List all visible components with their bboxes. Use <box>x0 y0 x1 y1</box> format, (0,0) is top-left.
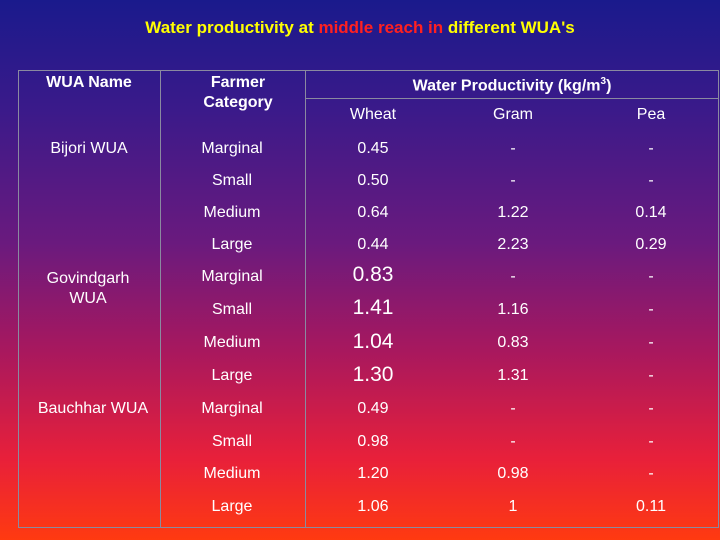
header-pea: Pea <box>636 106 666 123</box>
row-category: Marginal <box>201 400 263 417</box>
row-pea: - <box>648 433 654 450</box>
wua-name-bauchhar: Bauchhar WUA <box>37 400 149 417</box>
header-water-productivity-close: ) <box>606 77 612 95</box>
header-divider <box>305 98 719 99</box>
row-pea: - <box>648 465 654 482</box>
row-wheat: 0.45 <box>357 140 389 157</box>
header-water-productivity-exponent: 3 <box>600 76 607 87</box>
row-wheat: 1.06 <box>357 498 389 515</box>
header-wheat: Wheat <box>349 106 397 123</box>
header-water-productivity: Water Productivity (kg/m3) <box>305 72 719 96</box>
title-part-3: different WUA's <box>443 18 575 37</box>
page-title: Water productivity at middle reach in di… <box>0 18 720 38</box>
row-pea: - <box>648 400 654 417</box>
header-farmer-category: Farmer Category <box>203 74 273 111</box>
table-border-left <box>18 70 19 528</box>
row-gram: 0.83 <box>497 334 529 351</box>
row-gram: 0.98 <box>497 465 529 482</box>
header-gram: Gram <box>493 106 533 123</box>
row-wheat: 0.64 <box>357 204 389 221</box>
row-category: Small <box>211 172 252 189</box>
row-gram: 1.22 <box>497 204 529 221</box>
row-category: Medium <box>203 204 261 221</box>
wua-name-govindgarh: Govindgarh WUA <box>46 270 130 307</box>
column-divider-2 <box>305 70 306 528</box>
column-divider-1 <box>160 70 161 528</box>
row-gram: - <box>510 172 516 189</box>
row-pea: 0.11 <box>636 498 666 515</box>
row-pea: - <box>648 367 654 384</box>
row-category: Medium <box>203 334 261 351</box>
header-water-productivity-label: Water Productivity (kg/m <box>412 77 601 95</box>
row-wheat: 0.44 <box>357 236 389 253</box>
table-border-top <box>18 70 719 71</box>
row-category: Large <box>211 498 253 515</box>
row-category: Small <box>211 433 252 450</box>
table-border-bottom <box>18 527 719 528</box>
row-pea: - <box>648 140 654 157</box>
row-wheat: 0.50 <box>357 172 389 189</box>
header-wua-name: WUA Name <box>46 74 132 91</box>
title-highlight: middle reach in <box>318 18 444 37</box>
table-border-right <box>718 70 719 528</box>
row-pea: - <box>648 268 654 285</box>
row-wheat: 0.49 <box>357 400 389 417</box>
row-gram: - <box>510 433 516 450</box>
row-pea: - <box>648 334 654 351</box>
row-wheat: 1.30 <box>352 363 394 386</box>
row-category: Marginal <box>201 268 263 285</box>
row-gram: - <box>510 400 516 417</box>
row-gram: - <box>510 140 516 157</box>
row-gram: 2.23 <box>497 236 529 253</box>
row-gram: 1 <box>508 498 518 515</box>
row-category: Large <box>211 367 253 384</box>
row-pea: - <box>648 301 654 318</box>
productivity-table: WUA Name Farmer Category Water Productiv… <box>18 70 720 528</box>
title-part-1: Water productivity at <box>145 18 319 37</box>
row-wheat: 0.83 <box>352 263 394 286</box>
row-gram: - <box>510 268 516 285</box>
row-pea: - <box>648 172 654 189</box>
row-category: Marginal <box>201 140 263 157</box>
wua-name-bijori: Bijori WUA <box>50 140 128 157</box>
row-wheat: 1.04 <box>352 330 394 353</box>
row-category: Small <box>211 301 252 318</box>
row-category: Medium <box>203 465 261 482</box>
row-wheat: 0.98 <box>357 433 389 450</box>
row-wheat: 1.20 <box>357 465 389 482</box>
row-gram: 1.31 <box>497 367 529 384</box>
row-pea: 0.14 <box>635 204 667 221</box>
row-gram: 1.16 <box>497 301 529 318</box>
row-category: Large <box>211 236 253 253</box>
row-pea: 0.29 <box>635 236 667 253</box>
row-wheat: 1.41 <box>352 296 394 319</box>
